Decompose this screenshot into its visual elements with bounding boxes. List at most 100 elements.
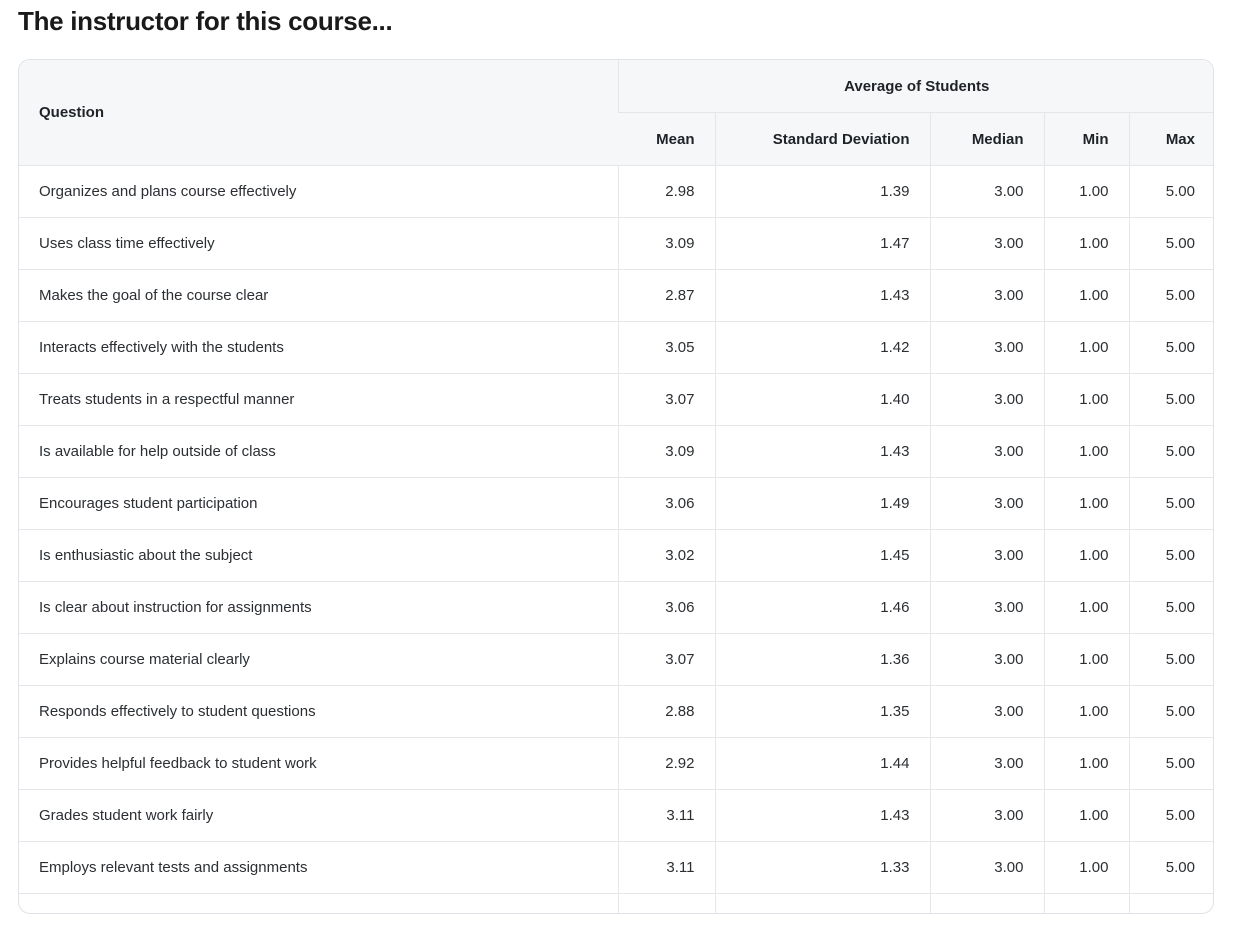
min-cell: 1.00 xyxy=(1043,477,1129,530)
table-row: Is enthusiastic about the subject 3.02 1.4… xyxy=(19,529,1213,582)
table-row: Is clear about instruction for assignmen… xyxy=(19,581,1213,634)
median-cell: 3.00 xyxy=(929,373,1044,426)
question-cell: Provides helpful feedback to student wor… xyxy=(19,737,618,790)
sd-cell: 1.42 xyxy=(714,321,930,374)
max-cell: 5.00 xyxy=(1128,841,1213,894)
sd-cell: 1.40 xyxy=(714,373,930,426)
median-cell: 3.00 xyxy=(929,685,1044,738)
question-cell: Is available for help outside of class xyxy=(19,425,618,478)
results-table: Question Average of Students Mean Standa… xyxy=(18,59,1214,914)
table-row: Employs relevant tests and assignments 3.… xyxy=(19,841,1213,894)
mean-cell: 3.06 xyxy=(617,477,715,530)
question-cell: Encourages student participation xyxy=(19,477,618,530)
mean-cell: 3.05 xyxy=(617,321,715,374)
median-column-header: Median xyxy=(929,112,1044,166)
max-cell: 5.00 xyxy=(1128,477,1213,530)
mean-cell: 3.09 xyxy=(617,425,715,478)
max-cell: 5.00 xyxy=(1128,321,1213,374)
question-cell: Organizes and plans course effectively xyxy=(39,183,297,200)
median-cell: 3.00 xyxy=(929,217,1044,270)
max-cell: 5.00 xyxy=(1128,217,1213,270)
sd-cell: 1.46 xyxy=(714,581,930,634)
mean-cell: 2.92 xyxy=(617,737,715,790)
median-cell: 3.00 xyxy=(929,321,1044,374)
median-cell: 3.00 xyxy=(929,737,1044,790)
sd-cell: 1.49 xyxy=(714,477,930,530)
mean-cell: 3.02 xyxy=(617,529,715,582)
median-cell: 3.00 xyxy=(929,477,1044,530)
mean-cell: 2.87 xyxy=(617,269,715,322)
sd-cell: 1.45 xyxy=(714,529,930,582)
mean-cell: 2.98 xyxy=(617,165,715,218)
mean-column-header: Mean xyxy=(618,112,715,166)
min-cell: 1.00 xyxy=(1043,217,1129,270)
question-cell: Grades student work fairly xyxy=(19,789,618,842)
table-header: Question Average of Students Mean Standa… xyxy=(19,60,1213,166)
table-row: Makes the goal of the course clear 2.87 1.… xyxy=(19,269,1213,322)
table-row: Treats students in a respectful manner 3.… xyxy=(19,373,1213,426)
max-cell: 5.00 xyxy=(1128,425,1213,478)
sd-cell: 1.47 xyxy=(714,217,930,270)
min-cell: 1.00 xyxy=(1043,425,1129,478)
median-cell: 3.00 xyxy=(929,165,1044,218)
question-cell: Overall xyxy=(19,893,618,913)
sd-column-header: Standard Deviation xyxy=(714,112,930,166)
sd-cell: 1.39 xyxy=(714,165,930,218)
min-cell: 1.00 xyxy=(1043,321,1129,374)
page-title: The instructor for this course... xyxy=(18,6,393,36)
sd-cell: 1.43 xyxy=(714,425,930,478)
mean-cell: 2.88 xyxy=(617,685,715,738)
min-cell: 1.00 xyxy=(1043,633,1129,686)
sd-cell: 1.36 xyxy=(714,633,930,686)
question-cell: Responds effectively to student question… xyxy=(19,685,618,738)
min-cell: 1.00 xyxy=(1043,789,1129,842)
mean-cell: 3.11 xyxy=(617,841,715,894)
min-cell: 1.00 xyxy=(1043,165,1129,218)
table-row: Explains course material clearly 3.07 1.36… xyxy=(19,633,1213,686)
question-cell: Makes the goal of the course clear xyxy=(19,269,618,322)
mean-cell: 3.03 xyxy=(617,893,715,913)
question-cell: Uses class time effectively xyxy=(19,217,618,270)
sd-cell: 1.33 xyxy=(714,841,930,894)
max-column-header: Max xyxy=(1128,112,1213,166)
question-cell: Is enthusiastic about the subject xyxy=(19,529,618,582)
max-cell: - xyxy=(1128,893,1213,913)
table-row: Overall3.031.42--- xyxy=(19,893,1213,913)
min-cell: 1.00 xyxy=(1043,529,1129,582)
question-cell: Treats students in a respectful manner xyxy=(19,373,618,426)
sd-cell: 1.42 xyxy=(714,893,930,913)
max-cell: 5.00 xyxy=(1128,633,1213,686)
mean-cell: 3.11 xyxy=(617,789,715,842)
table-row: Organizes and plans course effectively 2.… xyxy=(19,165,1213,218)
median-cell: 3.00 xyxy=(929,425,1044,478)
sd-cell: 1.44 xyxy=(714,737,930,790)
median-cell: 3.00 xyxy=(929,529,1044,582)
question-cell: Interacts effectively with the students xyxy=(19,321,618,374)
table-row: Responds effectively to student question… xyxy=(19,685,1213,738)
mean-cell: 3.07 xyxy=(617,633,715,686)
min-column-header: Min xyxy=(1043,112,1129,166)
max-cell: 5.00 xyxy=(1128,737,1213,790)
table-body: Organizes and plans course effectively 2.… xyxy=(19,165,1213,913)
median-cell: 3.00 xyxy=(929,581,1044,634)
max-cell: 5.00 xyxy=(1128,165,1213,218)
group-column-header: Average of Students xyxy=(617,60,1213,113)
results-table-grid: Question Average of Students Mean Standa… xyxy=(19,60,1213,913)
table-row: Encourages student participation 3.06 1.49… xyxy=(19,477,1213,530)
mean-cell: 3.09 xyxy=(617,217,715,270)
max-cell: 5.00 xyxy=(1128,789,1213,842)
max-cell: 5.00 xyxy=(1128,685,1213,738)
median-cell: 3.00 xyxy=(929,269,1044,322)
sd-cell: 1.35 xyxy=(714,685,930,738)
table-row: Uses class time effectively 3.09 1.47 3.00 1… xyxy=(19,217,1213,270)
max-cell: 5.00 xyxy=(1128,581,1213,634)
table-row: Grades student work fairly 3.11 1.43 3.00 1.… xyxy=(19,789,1213,842)
median-cell: - xyxy=(929,893,1044,913)
median-cell: 3.00 xyxy=(929,841,1044,894)
mean-cell: 3.07 xyxy=(617,373,715,426)
question-cell: Is clear about instruction for assignmen… xyxy=(19,581,618,634)
min-cell: 1.00 xyxy=(1043,841,1129,894)
question-cell: Explains course material clearly xyxy=(19,633,618,686)
question-column-header: Question xyxy=(19,60,618,166)
question-cell: Employs relevant tests and assignments xyxy=(19,841,618,894)
